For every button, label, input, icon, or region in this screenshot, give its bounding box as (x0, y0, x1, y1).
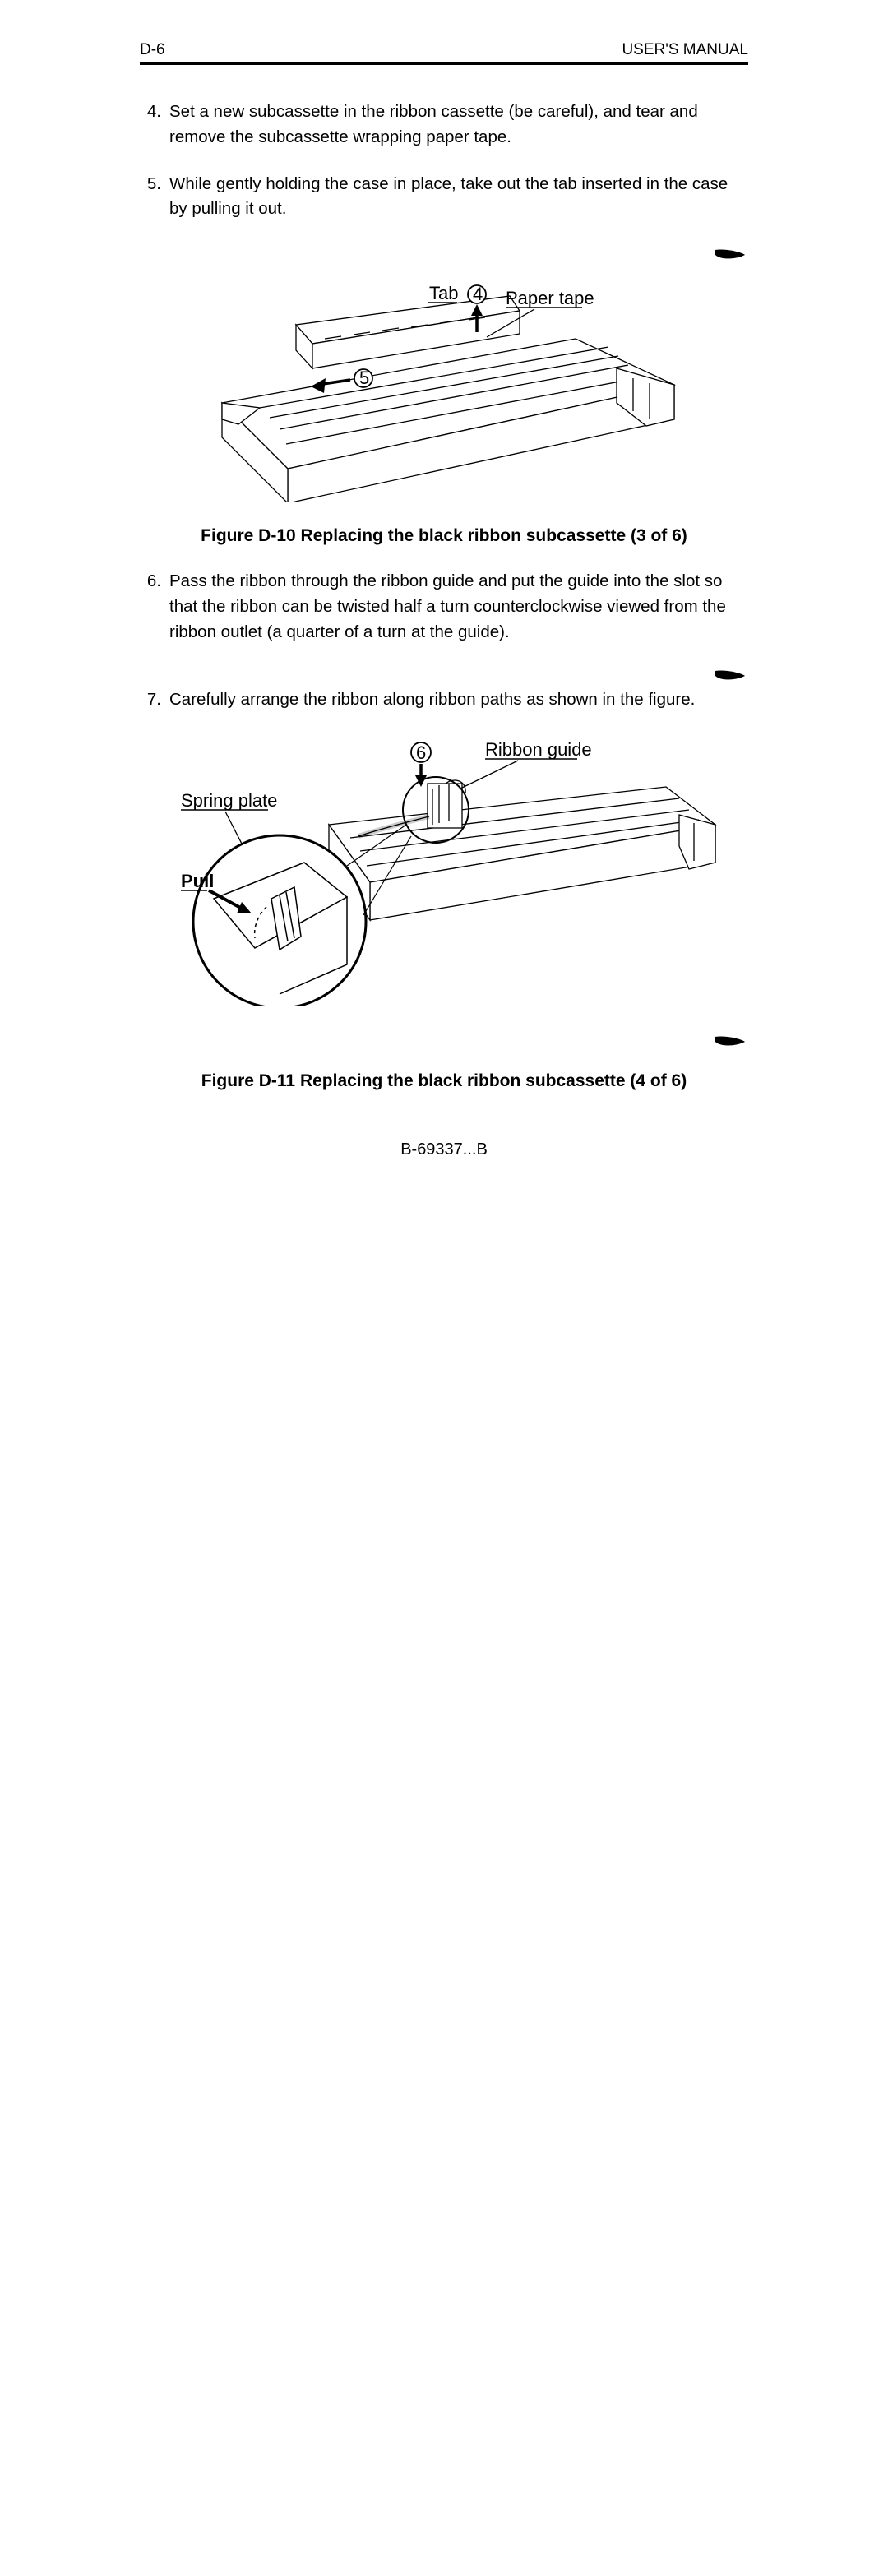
step-4: 4. Set a new subcassette in the ribbon c… (140, 99, 748, 150)
marker-6: 6 (416, 742, 426, 763)
step-num: 4. (140, 99, 169, 150)
step-text: Set a new subcassette in the ribbon cass… (169, 99, 748, 150)
step-6: 6. Pass the ribbon through the ribbon gu… (140, 569, 748, 645)
step-5: 5. While gently holding the case in plac… (140, 172, 748, 223)
footer-code: B-69337...B (140, 1140, 748, 1159)
step-text: Carefully arrange the ribbon along ribbo… (169, 687, 748, 713)
step-num: 6. (140, 569, 169, 645)
page-number: D-6 (140, 41, 165, 59)
ornament-curl (140, 666, 748, 687)
ornament-curl (140, 243, 748, 266)
step-num: 7. (140, 687, 169, 713)
doc-title: USER'S MANUAL (622, 41, 748, 59)
figure-d10-svg: Tab 4 Paper tape 5 (189, 280, 699, 502)
label-spring-plate: Spring plate (181, 790, 277, 811)
step-num: 5. (140, 172, 169, 223)
step-text: Pass the ribbon through the ribbon guide… (169, 569, 748, 645)
figure-d11-svg: 6 Ribbon guide Spring plate (156, 734, 732, 1006)
label-tab: Tab (429, 283, 458, 303)
figure-d10: Tab 4 Paper tape 5 (140, 280, 748, 502)
marker-5: 5 (359, 368, 369, 388)
figure-d11-caption: Figure D-11 Replacing the black ribbon s… (140, 1071, 748, 1091)
label-ribbon-guide: Ribbon guide (485, 739, 592, 760)
figure-d10-caption: Figure D-10 Replacing the black ribbon s… (140, 526, 748, 546)
manual-page: D-6 USER'S MANUAL 4. Set a new subcasset… (0, 0, 888, 1159)
marker-4: 4 (473, 284, 483, 304)
figure-d11: 6 Ribbon guide Spring plate (140, 734, 748, 1006)
label-pull: Pull (181, 871, 214, 891)
label-paper-tape: Paper tape (506, 288, 594, 308)
ornament-curl (140, 1030, 748, 1053)
step-text: While gently holding the case in place, … (169, 172, 748, 223)
page-header: D-6 USER'S MANUAL (140, 41, 748, 65)
step-7: 7. Carefully arrange the ribbon along ri… (140, 687, 748, 713)
